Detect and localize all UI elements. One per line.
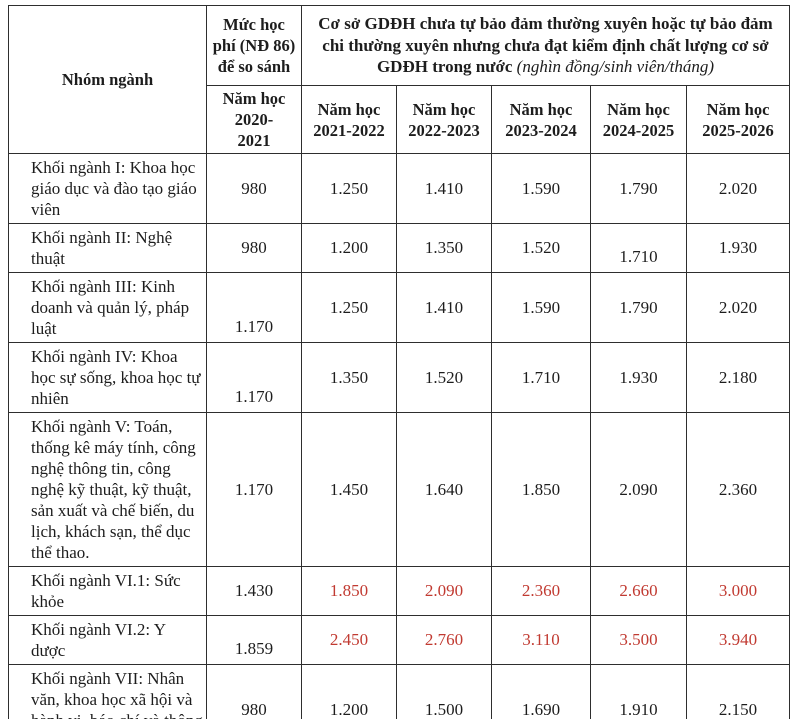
- fee-cell: 1.520: [491, 223, 591, 274]
- tuition-fee-table: Nhóm ngành Mức học phí (NĐ 86) để so sán…: [8, 4, 791, 719]
- table-row-group-6-2: Khối ngành VI.2: Y dược 1.859 2.450 2.76…: [8, 615, 791, 666]
- fee-cell: 1.690: [491, 664, 591, 719]
- fee-cell: 980: [206, 153, 302, 225]
- fee-cell-highlighted: 2.760: [396, 615, 492, 666]
- fee-cell-highlighted: 2.360: [491, 566, 591, 617]
- fee-cell: 1.710: [590, 223, 687, 274]
- row-label: Khối ngành IV: Khoa học sự sống, khoa họ…: [8, 342, 207, 414]
- fee-cell: 2.020: [685, 153, 791, 225]
- row-label: Khối ngành I: Khoa học giáo dục và đào t…: [8, 153, 207, 225]
- fee-cell: 1.350: [396, 223, 492, 274]
- column-header-year-2021-2022: Năm học 2021-2022: [301, 84, 397, 155]
- fee-cell: 1.170: [206, 412, 302, 568]
- fee-cell: 1.430: [206, 566, 302, 617]
- fee-cell: 1.790: [590, 272, 687, 344]
- fee-cell: 1.590: [491, 272, 591, 344]
- group-title-unit: (nghìn đồng/sinh viên/tháng): [516, 57, 715, 77]
- row-label: Khối ngành VI.2: Y dược: [8, 615, 207, 666]
- row-label: Khối ngành II: Nghệ thuật: [8, 223, 207, 274]
- fee-cell: 2.180: [685, 342, 791, 414]
- column-header-group-title: Cơ sở GDĐH chưa tự bảo đảm thường xuyên …: [300, 5, 791, 86]
- fee-cell: 1.410: [396, 153, 492, 225]
- column-header-year-2023-2024: Năm học 2023-2024: [491, 84, 591, 155]
- row-label: Khối ngành V: Toán, thống kê máy tính, c…: [8, 412, 207, 568]
- fee-cell: 1.170: [206, 272, 302, 344]
- fee-cell: 980: [206, 664, 302, 719]
- table-row-group-3: Khối ngành III: Kinh doanh và quản lý, p…: [8, 272, 791, 344]
- column-header-year-2025-2026: Năm học 2025-2026: [685, 84, 791, 155]
- fee-cell: 1.790: [590, 153, 687, 225]
- fee-cell-highlighted: 3.000: [685, 566, 791, 617]
- fee-cell: 2.020: [685, 272, 791, 344]
- fee-cell: 2.150: [685, 664, 791, 719]
- fee-cell: 1.640: [396, 412, 492, 568]
- table-row-group-1: Khối ngành I: Khoa học giáo dục và đào t…: [8, 153, 791, 225]
- table-body: Khối ngành I: Khoa học giáo dục và đào t…: [8, 153, 791, 719]
- row-label: Khối ngành III: Kinh doanh và quản lý, p…: [8, 272, 207, 344]
- table-row-group-2: Khối ngành II: Nghệ thuật 980 1.200 1.35…: [8, 223, 791, 274]
- fee-cell: 1.450: [301, 412, 397, 568]
- fee-cell: 1.910: [590, 664, 687, 719]
- fee-cell: 1.520: [396, 342, 492, 414]
- header-row-top: Nhóm ngành Mức học phí (NĐ 86) để so sán…: [8, 4, 791, 155]
- table-row-group-5: Khối ngành V: Toán, thống kê máy tính, c…: [8, 412, 791, 568]
- fee-cell: 1.930: [590, 342, 687, 414]
- fee-cell: 1.350: [301, 342, 397, 414]
- fee-cell: 980: [206, 223, 302, 274]
- fee-cell: 1.930: [685, 223, 791, 274]
- fee-cell: 2.090: [590, 412, 687, 568]
- fee-cell-highlighted: 2.090: [396, 566, 492, 617]
- fee-cell: 1.200: [301, 664, 397, 719]
- fee-cell: 1.200: [301, 223, 397, 274]
- fee-cell: 1.590: [491, 153, 591, 225]
- column-header-base-fee: Mức học phí (NĐ 86) để so sánh: [206, 5, 302, 86]
- fee-cell-highlighted: 3.500: [590, 615, 687, 666]
- fee-cell: 1.500: [396, 664, 492, 719]
- fee-cell-highlighted: 3.940: [685, 615, 791, 666]
- fee-cell-highlighted: 2.660: [590, 566, 687, 617]
- table-header: Nhóm ngành Mức học phí (NĐ 86) để so sán…: [8, 4, 791, 155]
- column-header-year-2020-2021: Năm học 2020- 2021: [206, 84, 302, 155]
- fee-cell: 1.410: [396, 272, 492, 344]
- table-row-group-6-1: Khối ngành VI.1: Sức khỏe 1.430 1.850 2.…: [8, 566, 791, 617]
- column-header-year-2024-2025: Năm học 2024-2025: [590, 84, 687, 155]
- table-row-group-4: Khối ngành IV: Khoa học sự sống, khoa họ…: [8, 342, 791, 414]
- row-label: Khối ngành VII: Nhân văn, khoa học xã hộ…: [8, 664, 207, 719]
- fee-cell: 1.850: [491, 412, 591, 568]
- fee-cell: 1.170: [206, 342, 302, 414]
- fee-cell: 1.250: [301, 272, 397, 344]
- group-title-bold: Cơ sở GDĐH chưa tự bảo đảm thường xuyên …: [318, 13, 773, 77]
- row-label: Khối ngành VI.1: Sức khỏe: [8, 566, 207, 617]
- fee-cell: 1.250: [301, 153, 397, 225]
- fee-cell-highlighted: 1.850: [301, 566, 397, 617]
- column-header-year-2022-2023: Năm học 2022-2023: [396, 84, 492, 155]
- fee-cell: 2.360: [685, 412, 791, 568]
- fee-cell: 1.859: [206, 615, 302, 666]
- column-header-major-group: Nhóm ngành: [8, 4, 207, 155]
- fee-cell-highlighted: 2.450: [301, 615, 397, 666]
- table-row-group-7: Khối ngành VII: Nhân văn, khoa học xã hộ…: [8, 664, 791, 719]
- header-row-years: Năm học 2020- 2021 Năm học 2021-2022 Năm…: [9, 84, 791, 155]
- fee-cell-highlighted: 3.110: [491, 615, 591, 666]
- fee-cell: 1.710: [491, 342, 591, 414]
